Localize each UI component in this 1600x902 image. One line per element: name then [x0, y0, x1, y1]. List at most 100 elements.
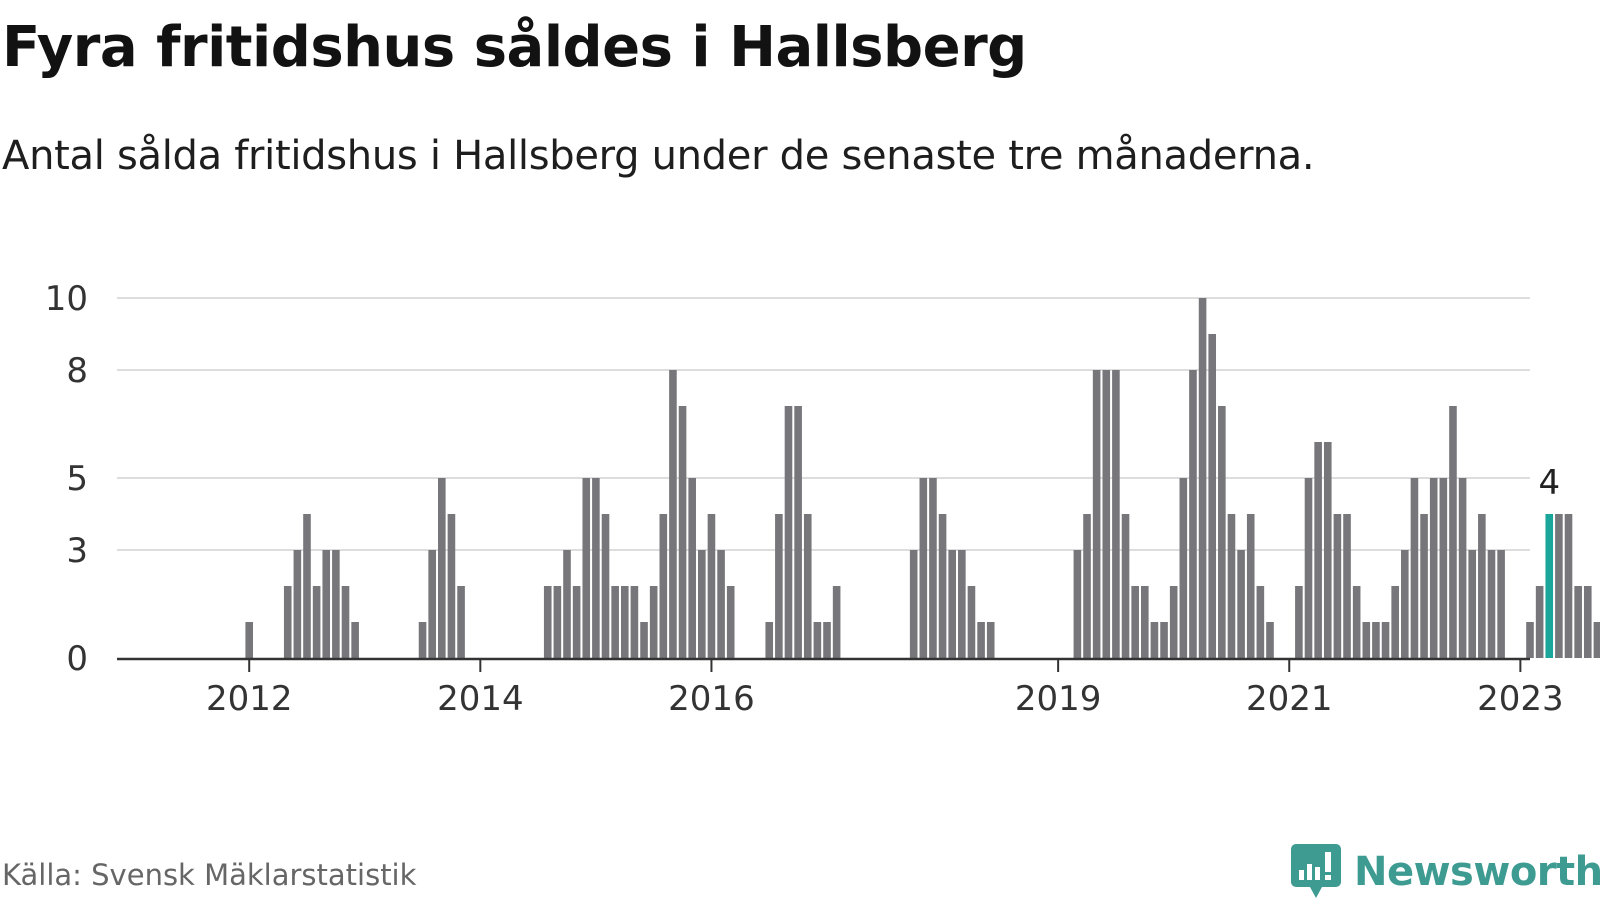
bar: [620, 586, 629, 658]
y-axis-tick-labels: 0 3 5 8 10: [45, 279, 88, 679]
bar: [1295, 586, 1303, 658]
bar: [678, 406, 687, 658]
bar: [707, 514, 716, 658]
bar: [1362, 622, 1371, 658]
bar: [1449, 406, 1457, 658]
bar: [1343, 514, 1351, 658]
bar: [958, 550, 966, 658]
bar: [428, 550, 436, 658]
bar: [1583, 586, 1592, 658]
bar: [312, 586, 321, 658]
bar: [1487, 550, 1496, 658]
bar: [813, 622, 822, 658]
bar: [592, 478, 600, 658]
bar: [784, 406, 793, 658]
bar: [1420, 514, 1428, 658]
bar: [1478, 514, 1486, 658]
bar: [1535, 586, 1544, 658]
bar: [1102, 370, 1111, 658]
bar: [447, 514, 456, 658]
bar: [553, 586, 562, 658]
bar: [1352, 586, 1361, 658]
bar: [919, 478, 928, 658]
bar: [457, 586, 465, 658]
bar: [1112, 370, 1120, 658]
bar: [293, 550, 302, 658]
bar: [977, 622, 985, 658]
bar: [1304, 478, 1313, 658]
y-tick-label: 5: [66, 459, 88, 499]
bar: [1218, 406, 1226, 658]
bar: [765, 622, 774, 658]
bar: [1160, 622, 1168, 658]
bar: [1314, 442, 1322, 658]
bar: [698, 550, 706, 658]
x-tick-label: 2012: [206, 679, 293, 719]
bar: [572, 586, 581, 658]
y-tick-label: 0: [66, 639, 88, 679]
bar: [1246, 514, 1255, 658]
bar: [640, 622, 648, 658]
bar: [1593, 622, 1600, 658]
x-tick-label: 2019: [1015, 679, 1102, 719]
chart-subtitle: Antal sålda fritidshus i Hallsberg under…: [2, 133, 1315, 179]
bar: [1256, 586, 1265, 658]
bar: [1237, 550, 1245, 658]
bar: [1381, 622, 1390, 658]
bar: [303, 514, 311, 658]
x-axis-ticks: 2012 2014 2016 2019 2021 2023: [206, 659, 1564, 719]
bar: [1266, 622, 1274, 658]
bar: [341, 586, 350, 658]
bar: [726, 586, 735, 658]
bar: [1323, 442, 1332, 658]
x-tick-label: 2014: [437, 679, 524, 719]
bar: [1092, 370, 1101, 658]
bar: [669, 370, 677, 658]
bar: [1073, 550, 1082, 658]
bar: [1497, 550, 1505, 658]
bar: [688, 478, 696, 658]
bar: [1545, 514, 1554, 658]
bar: [1121, 514, 1130, 658]
newsworthy-logo-icon: [1291, 844, 1341, 898]
bar: [1574, 586, 1582, 658]
chart-title: Fyra fritidshus såldes i Hallsberg: [2, 15, 1027, 80]
bar: [438, 478, 446, 658]
bar: [717, 550, 725, 658]
bar: [630, 586, 639, 658]
bar: [1439, 478, 1448, 658]
bar: [1372, 622, 1380, 658]
bar: [1391, 586, 1399, 658]
brand-logo[interactable]: Newsworthy: [1290, 842, 1600, 902]
bar: [775, 514, 783, 658]
bar: [332, 550, 340, 658]
bar: [1468, 550, 1477, 658]
bar: [418, 622, 427, 658]
bar: [1429, 478, 1438, 658]
y-tick-label: 10: [45, 279, 88, 319]
bar: [803, 514, 812, 658]
bar: [1150, 622, 1159, 658]
bar: [582, 478, 591, 658]
bar: [649, 586, 658, 658]
bar-chart: 0 3 5 8 10 2012 2014 2016 2019 2021 2023 4: [45, 279, 1600, 719]
bar: [601, 514, 610, 658]
bar: [1141, 586, 1149, 658]
x-tick-label: 2023: [1477, 679, 1564, 719]
bar: [1083, 514, 1091, 658]
bar: [322, 550, 331, 658]
bar: [1227, 514, 1236, 658]
y-tick-label: 8: [66, 351, 88, 391]
bar: [948, 550, 956, 658]
bar: [967, 586, 976, 658]
y-tick-label: 3: [66, 531, 88, 571]
bar: [1526, 622, 1534, 658]
bar: [986, 622, 995, 658]
last-value-label: 4: [1538, 463, 1560, 503]
bar: [794, 406, 802, 658]
bars: [245, 298, 1600, 658]
bar: [823, 622, 831, 658]
bar: [1189, 370, 1197, 658]
bar: [245, 622, 254, 658]
bar: [938, 514, 947, 658]
